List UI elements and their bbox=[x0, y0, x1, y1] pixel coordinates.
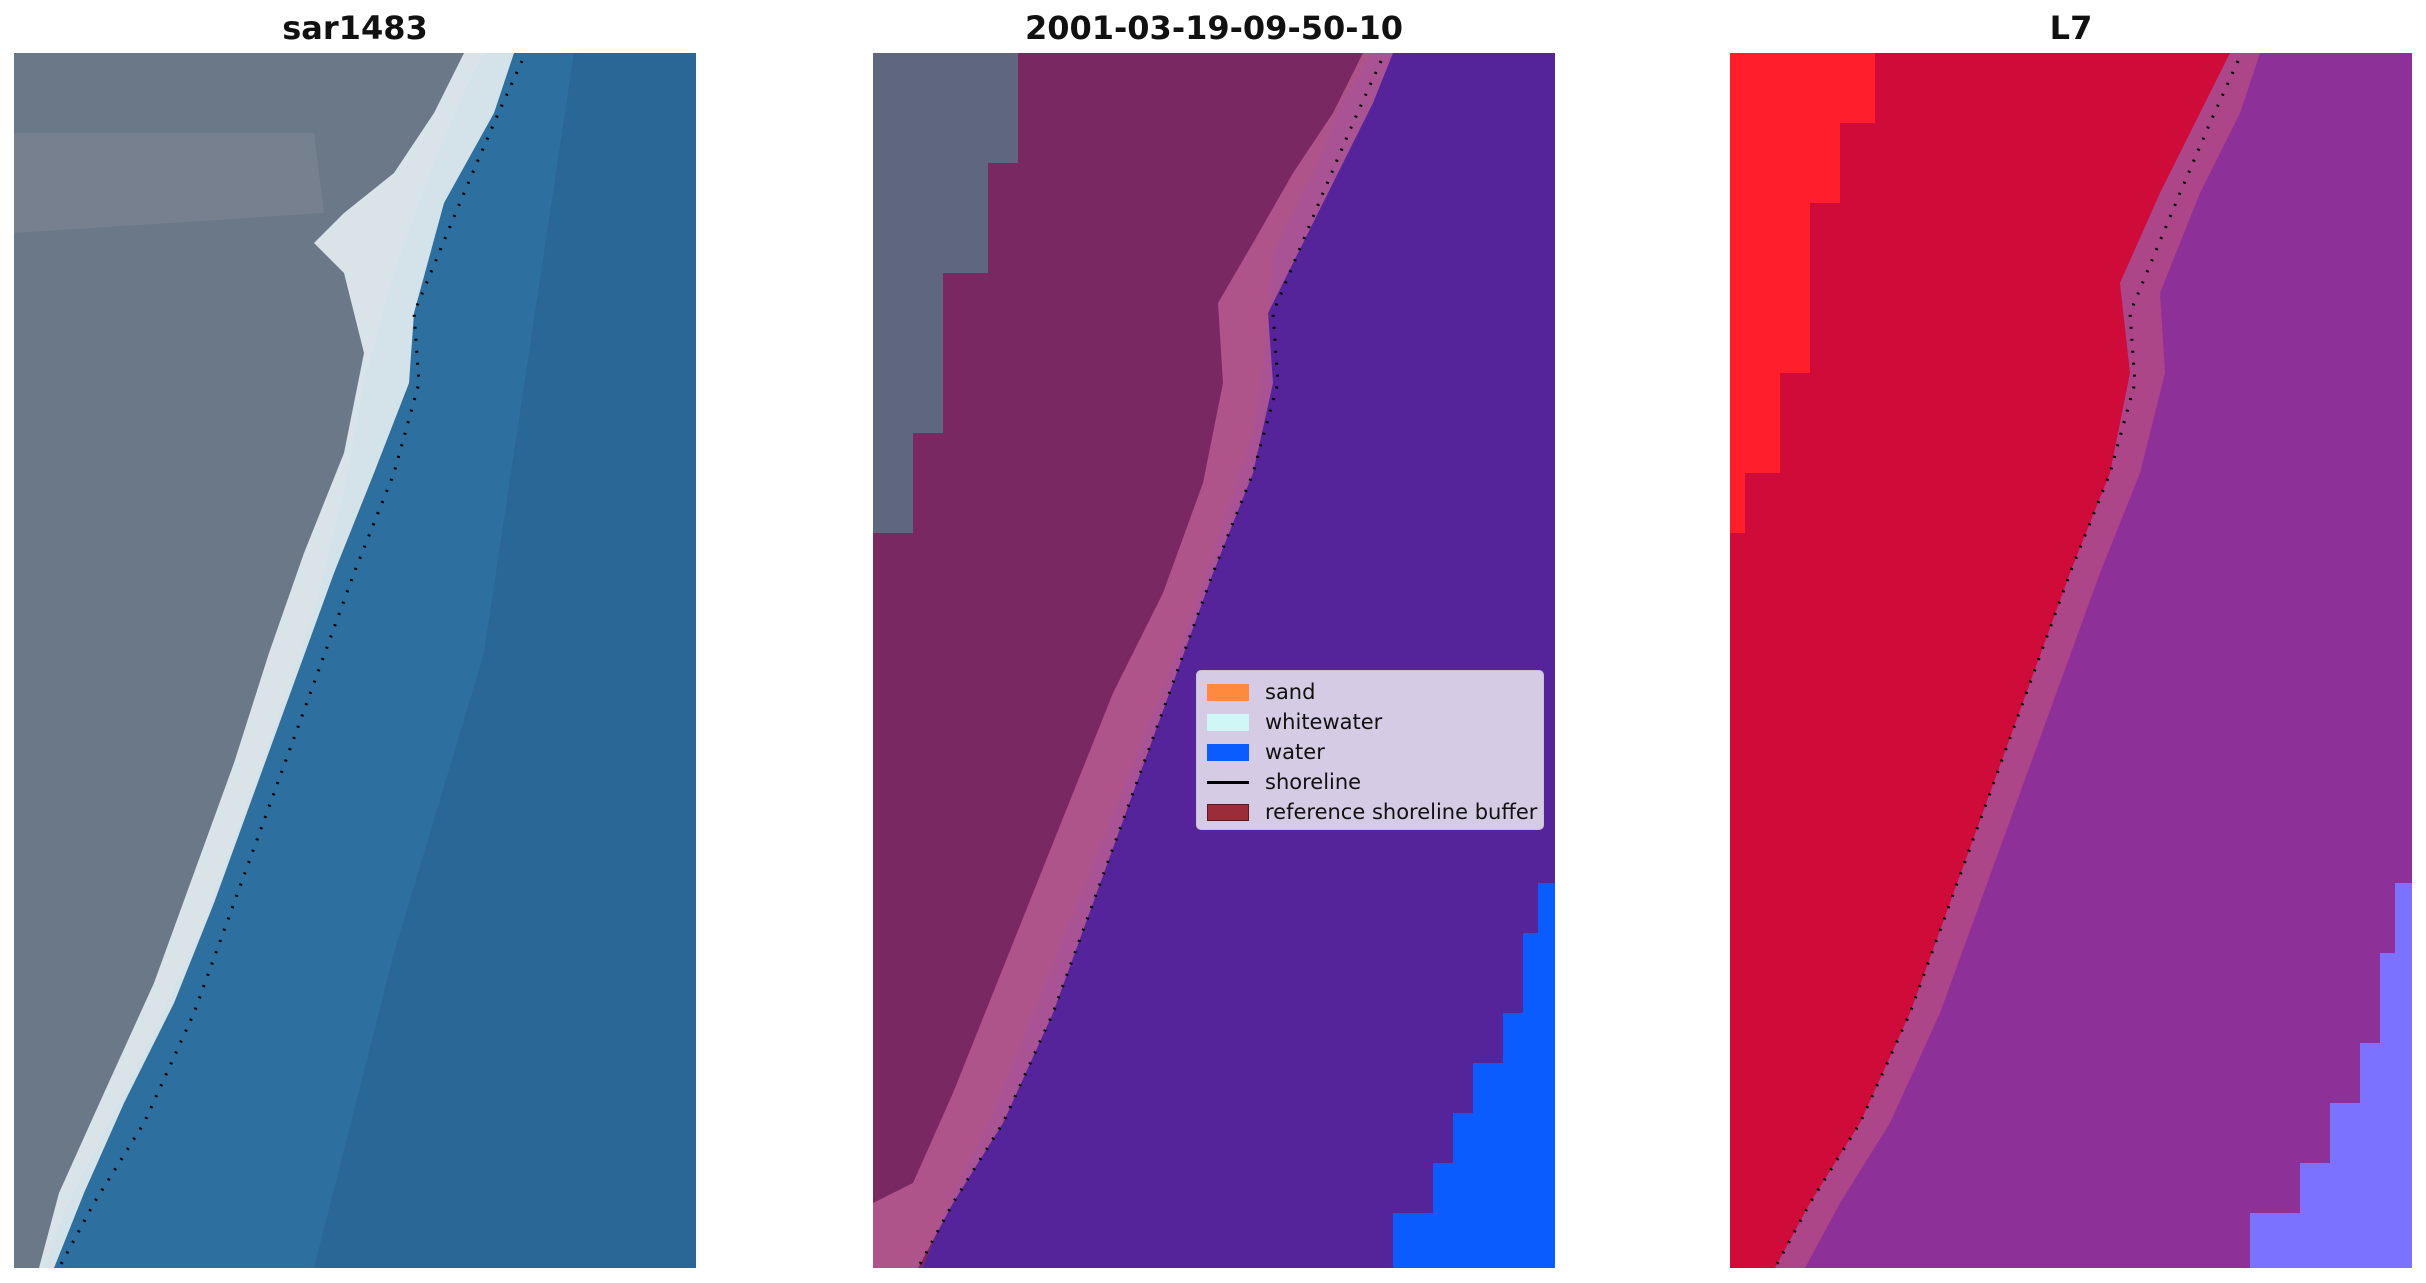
legend-item-shoreline: shoreline bbox=[1207, 767, 1533, 797]
legend-label: whitewater bbox=[1265, 710, 1383, 734]
panel-title-classified: 2001-03-19-09-50-10 bbox=[1024, 9, 1404, 47]
legend-label: shoreline bbox=[1265, 770, 1362, 794]
buffer-swatch bbox=[1207, 803, 1249, 821]
classified-image bbox=[873, 53, 1555, 1268]
classified-image-panel bbox=[873, 53, 1555, 1268]
index-image bbox=[1730, 53, 2412, 1268]
rgb-image bbox=[14, 53, 696, 1268]
water-swatch bbox=[1207, 743, 1249, 761]
panel-title-rgb: sar1483 bbox=[282, 9, 428, 47]
rgb-image-panel bbox=[14, 53, 696, 1268]
legend-item-whitewater: whitewater bbox=[1207, 707, 1533, 737]
legend-label: water bbox=[1265, 740, 1325, 764]
legend: sand whitewater water shoreline referenc… bbox=[1196, 670, 1544, 830]
legend-item-water: water bbox=[1207, 737, 1533, 767]
legend-label: reference shoreline buffer bbox=[1265, 800, 1538, 824]
legend-item-sand: sand bbox=[1207, 677, 1533, 707]
legend-label: sand bbox=[1265, 680, 1316, 704]
legend-item-reference-shoreline-buffer: reference shoreline buffer bbox=[1207, 797, 1537, 827]
whitewater-swatch bbox=[1207, 713, 1249, 731]
index-image-panel bbox=[1730, 53, 2412, 1268]
shoreline-line-swatch bbox=[1207, 780, 1249, 784]
panel-title-index: L7 bbox=[2049, 9, 2093, 47]
sand-swatch bbox=[1207, 683, 1249, 701]
